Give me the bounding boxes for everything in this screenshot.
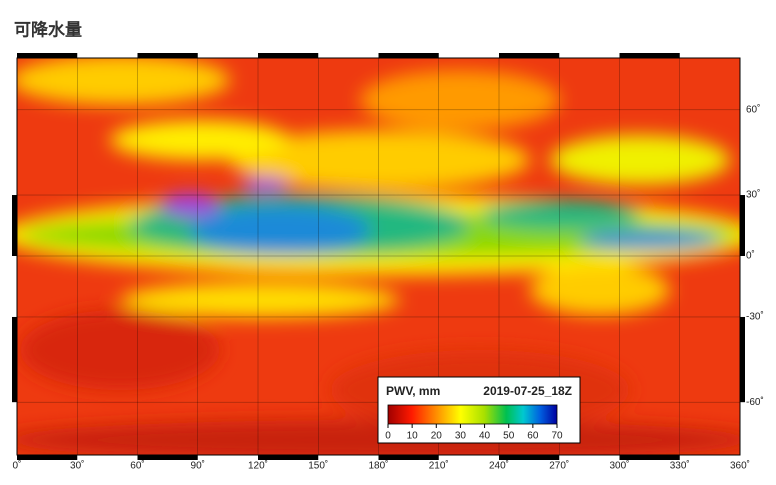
- frame-bars: [12, 53, 745, 460]
- lat-label: 60˚: [746, 103, 760, 115]
- frame-bar: [740, 316, 745, 403]
- colorbar-tick-label: 70: [551, 431, 563, 442]
- colorbar: [387, 404, 558, 425]
- frame-bar: [619, 455, 680, 460]
- lat-label: 0˚: [746, 250, 755, 262]
- lat-label: -60˚: [746, 396, 764, 408]
- frame-bar: [258, 53, 319, 58]
- colorbar-tick-label: 30: [455, 431, 467, 442]
- lon-label: 330˚: [670, 460, 690, 472]
- frame-bar: [17, 455, 78, 460]
- colorbar-tick-label: 20: [431, 431, 443, 442]
- frame-bar: [499, 53, 560, 58]
- frame-bar: [17, 53, 78, 58]
- lon-label: 270˚: [549, 460, 569, 472]
- frame-bar: [740, 195, 745, 256]
- lon-label: 210˚: [429, 460, 449, 472]
- frame-bar: [12, 195, 17, 256]
- colorbar-tick-label: 0: [385, 431, 391, 442]
- lat-label: 30˚: [746, 189, 760, 201]
- colorbar-tick-label: 10: [407, 431, 419, 442]
- legend-timestamp: 2019-07-25_18Z: [483, 384, 572, 398]
- axis-labels: 0˚ 30˚ 60˚ 90˚ 120˚ 150˚ 180˚ 210˚ 240˚ 270˚ 300˚ 3…: [13, 103, 764, 471]
- legend: PWV, mm 2019-07-25_18Z 0 10 20 30 40 50 60 70: [377, 376, 581, 444]
- lon-label: 30˚: [70, 460, 84, 472]
- colorbar-ticks: 0 10 20 30 40 50 60 70: [385, 424, 563, 442]
- lon-label: 150˚: [308, 460, 328, 472]
- lon-label: 360˚: [730, 460, 750, 472]
- frame-bar: [137, 53, 198, 58]
- lat-label: -30˚: [746, 311, 764, 323]
- colorbar-tick-label: 50: [503, 431, 515, 442]
- frame-bar: [137, 455, 198, 460]
- lon-label: 240˚: [489, 460, 509, 472]
- frame-bar: [378, 455, 439, 460]
- frame-bar: [258, 455, 319, 460]
- frame-bar: [619, 53, 680, 58]
- frame-bar: [499, 455, 560, 460]
- lon-label: 120˚: [248, 460, 268, 472]
- frame-bar: [378, 53, 439, 58]
- frame-bar: [12, 316, 17, 403]
- lon-label: 180˚: [368, 460, 388, 472]
- lon-label: 0˚: [13, 460, 22, 472]
- lon-label: 60˚: [130, 460, 144, 472]
- colorbar-tick-label: 40: [479, 431, 491, 442]
- legend-label: PWV, mm: [386, 384, 440, 398]
- page-title: 可降水量: [14, 19, 82, 39]
- colorbar-tick-label: 60: [527, 431, 539, 442]
- lon-label: 90˚: [191, 460, 205, 472]
- lon-label: 300˚: [609, 460, 629, 472]
